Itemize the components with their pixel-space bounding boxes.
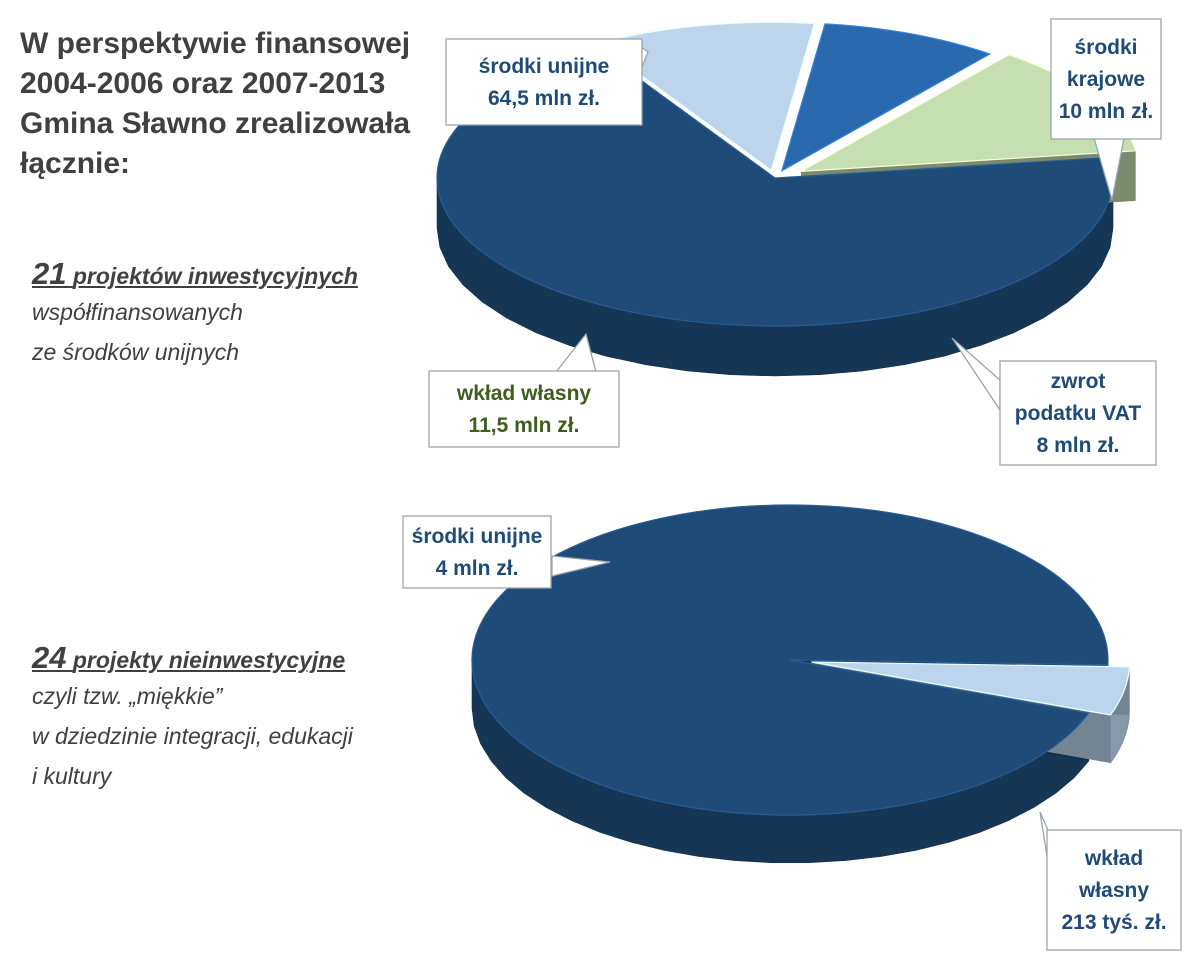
callout-soft-own-contribution-text: 213 tyś. zł. <box>1061 911 1166 934</box>
investment-projects-label: projektów inwestycyjnych <box>72 263 358 289</box>
soft-projects-funding-pie <box>471 504 1131 863</box>
soft-projects-label: projekty nieinwestycyjne <box>72 647 346 673</box>
soft-projects-count: 24 <box>32 640 67 675</box>
pie2-slice-0 <box>471 504 1109 816</box>
callout-national-funds: środki krajowe 10 mln zł. <box>1050 18 1162 201</box>
chart-heading: W perspektywie finansowej 2004-2006 oraz… <box>20 24 440 184</box>
callout-eu-funds: środki unijne 64,5 mln zł. <box>445 38 649 126</box>
soft-projects-caption: 24 projekty nieinwestycyjne czyli tzw. „… <box>32 640 353 796</box>
heading-line: 2004-2006 oraz 2007-2013 <box>20 67 386 100</box>
caption-line: w dziedzinie integracji, edukacji <box>32 723 353 749</box>
caption-line: współfinansowanych <box>32 299 243 325</box>
callout-vat-refund: zwrot podatku VAT 8 mln zł. <box>951 337 1157 466</box>
caption-line: ze środków unijnych <box>32 339 240 365</box>
callout-own-contribution: wkład własny 11,5 mln zł. <box>428 332 620 448</box>
callout-own-contribution-text: 11,5 mln zł. <box>469 414 580 437</box>
heading-line: Gmina Sławno zrealizowała <box>20 107 411 140</box>
heading-line: łącznie: <box>20 147 131 180</box>
callout-vat-refund-text: podatku VAT <box>1015 402 1142 425</box>
callout-national-funds-text: krajowe <box>1067 68 1145 91</box>
callout-soft-eu-funds: środki unijne 4 mln zł. <box>402 515 611 589</box>
callout-soft-eu-funds-text: 4 mln zł. <box>436 557 519 580</box>
pie2-slice-1 <box>811 661 1131 716</box>
pie1-slice-2 <box>780 23 992 172</box>
callout-vat-refund-text: zwrot <box>1051 370 1106 393</box>
callout-national-funds-text: środki <box>1074 36 1137 59</box>
callout-eu-funds-text: środki unijne <box>479 55 610 78</box>
callout-national-funds-text: 10 mln zł. <box>1059 100 1154 123</box>
slice-callouts: środki unijne 64,5 mln zł. środki krajowe 10… <box>402 18 1182 951</box>
caption-line: czyli tzw. „miękkie” <box>32 683 223 709</box>
investment-projects-caption: 21 projektów inwestycyjnych współfinanso… <box>32 256 358 372</box>
callout-soft-eu-funds-text: środki unijne <box>412 525 543 548</box>
investment-projects-count: 21 <box>32 256 67 291</box>
callout-own-contribution-text: wkład własny <box>456 382 592 405</box>
heading-line: W perspektywie finansowej <box>20 27 411 60</box>
callout-soft-own-contribution-text: własny <box>1078 879 1149 902</box>
callout-soft-own-contribution-text: wkład <box>1084 847 1143 870</box>
callout-vat-refund-text: 8 mln zł. <box>1037 434 1120 457</box>
callout-eu-funds-text: 64,5 mln zł. <box>488 87 600 110</box>
callout-soft-own-contribution: wkład własny 213 tyś. zł. <box>1039 811 1182 951</box>
caption-line: i kultury <box>32 763 112 789</box>
